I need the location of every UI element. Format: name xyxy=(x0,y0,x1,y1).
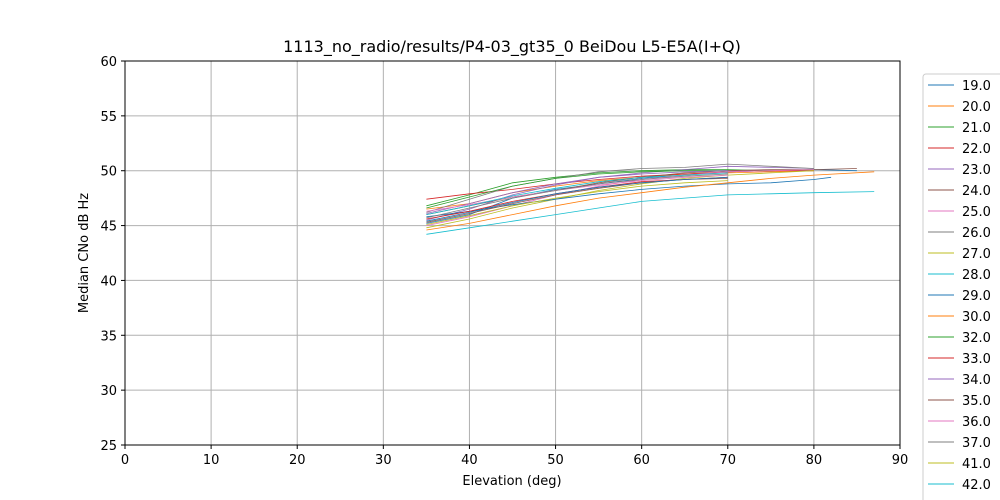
y-tick-label: 60 xyxy=(100,55,117,70)
y-axis-ticks: 25 30 35 40 45 50 55 60 xyxy=(100,55,125,454)
series-line-27.0 xyxy=(426,170,814,229)
series-line-34.0 xyxy=(426,170,728,214)
legend-label: 24.0 xyxy=(962,184,991,199)
y-tick-label: 45 xyxy=(100,220,117,235)
legend-label: 35.0 xyxy=(962,394,991,409)
series-line-30.0 xyxy=(426,171,875,231)
legend-label: 37.0 xyxy=(962,436,991,451)
x-axis-ticks: 0 10 20 30 40 50 60 70 80 90 xyxy=(121,445,908,468)
y-axis-label: Median CNo dB Hz xyxy=(77,193,92,313)
legend-label: 34.0 xyxy=(962,373,991,388)
series-line-41.0 xyxy=(426,180,728,225)
legend-frame xyxy=(922,73,1000,500)
y-tick-label: 35 xyxy=(100,329,117,344)
legend-label: 36.0 xyxy=(962,415,991,430)
series-line-42.0 xyxy=(426,172,728,215)
x-tick-label: 50 xyxy=(547,453,564,468)
legend-label: 33.0 xyxy=(962,352,991,367)
x-tick-label: 0 xyxy=(121,453,129,468)
x-tick-label: 10 xyxy=(203,453,220,468)
series-line-23.0 xyxy=(426,165,814,221)
x-tick-label: 60 xyxy=(633,453,650,468)
y-tick-label: 30 xyxy=(100,384,117,399)
legend-label: 19.0 xyxy=(962,79,991,94)
x-tick-label: 30 xyxy=(375,453,392,468)
legend: 19.0 20.0 21.0 22.0 23.0 24.0 25.0 26.0 27.0 28.0… xyxy=(922,73,1000,500)
y-tick-label: 40 xyxy=(100,274,117,289)
y-tick-label: 55 xyxy=(100,110,117,125)
x-tick-label: 70 xyxy=(720,453,737,468)
legend-label: 28.0 xyxy=(962,268,991,283)
x-tick-label: 80 xyxy=(806,453,823,468)
y-tick-label: 50 xyxy=(100,165,117,180)
series-line-28.0 xyxy=(426,191,875,235)
legend-label: 22.0 xyxy=(962,142,991,157)
legend-label: 26.0 xyxy=(962,226,991,241)
legend-label: 30.0 xyxy=(962,310,991,325)
series-line-32.0 xyxy=(426,170,728,209)
legend-label: 21.0 xyxy=(962,121,991,136)
series-lines xyxy=(426,163,875,235)
series-line-26.0 xyxy=(426,163,814,213)
legend-label: 27.0 xyxy=(962,247,991,262)
legend-label: 23.0 xyxy=(962,163,991,178)
legend-label: 20.0 xyxy=(962,100,991,115)
x-axis-label: Elevation (deg) xyxy=(462,474,561,489)
legend-label: 41.0 xyxy=(962,457,991,472)
series-line-43.0 xyxy=(426,176,728,222)
legend-label: 42.0 xyxy=(962,478,991,493)
legend-label: 32.0 xyxy=(962,331,991,346)
x-tick-label: 20 xyxy=(289,453,306,468)
plot-frame xyxy=(124,60,901,446)
series-line-37.0 xyxy=(426,173,728,219)
legend-label: 25.0 xyxy=(962,205,991,220)
legend-label: 29.0 xyxy=(962,289,991,304)
y-tick-label: 25 xyxy=(100,439,117,454)
chart-title: 1113_no_radio/results/P4-03_gt35_0 BeiDo… xyxy=(283,37,741,57)
series-line-36.0 xyxy=(426,174,728,212)
x-tick-label: 40 xyxy=(461,453,478,468)
x-tick-label: 90 xyxy=(892,453,909,468)
